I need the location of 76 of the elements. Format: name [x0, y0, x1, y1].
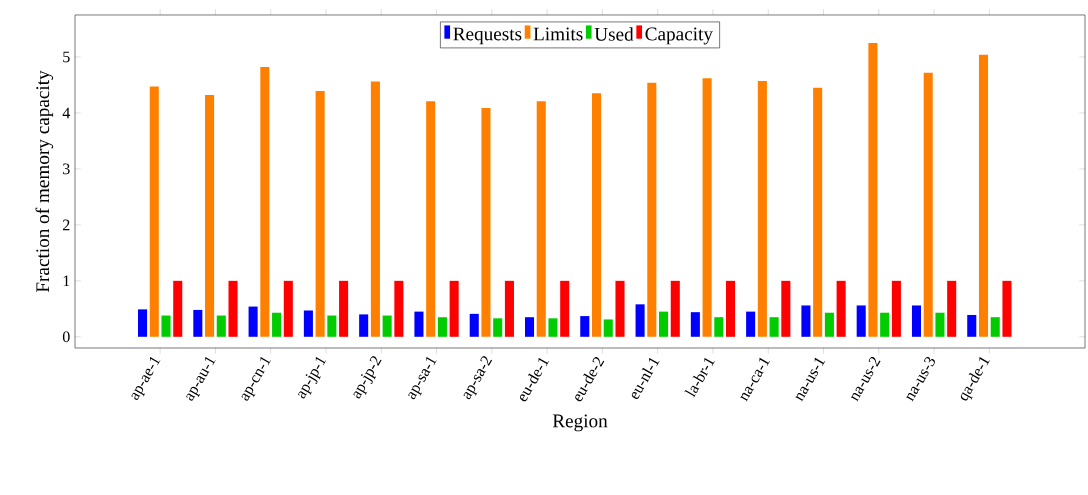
bar	[437, 317, 447, 337]
bar	[726, 280, 736, 337]
bar	[260, 67, 270, 337]
bar	[836, 280, 846, 337]
bar	[690, 312, 700, 337]
legend-label: Limits	[533, 27, 583, 41]
bar	[173, 280, 183, 337]
bar	[757, 81, 767, 337]
y-tick-label: 5	[63, 51, 70, 63]
bar	[891, 280, 901, 337]
bar	[315, 91, 325, 337]
bar	[813, 87, 823, 337]
bar	[635, 304, 645, 337]
bar	[670, 280, 680, 337]
bar	[659, 311, 669, 337]
bar	[161, 315, 171, 337]
bar	[394, 280, 404, 337]
bar	[327, 315, 337, 337]
bar	[603, 319, 613, 337]
bar	[272, 312, 282, 337]
legend-label: Capacity	[645, 27, 713, 45]
bar	[947, 280, 957, 337]
bar	[769, 317, 779, 337]
bar	[382, 315, 392, 337]
bar	[536, 101, 546, 337]
bar	[149, 86, 159, 337]
bar	[449, 280, 459, 337]
bar	[935, 312, 945, 337]
bar	[714, 317, 724, 337]
bar	[216, 315, 226, 337]
bar	[746, 311, 756, 337]
bar	[868, 42, 878, 337]
y-tick-label: 3	[63, 163, 70, 175]
bar	[990, 317, 1000, 337]
bar	[923, 72, 933, 337]
y-tick-label: 4	[62, 107, 71, 119]
bar	[978, 54, 989, 337]
bar	[615, 280, 625, 337]
legend-label: Used	[594, 27, 634, 41]
bar	[967, 314, 977, 337]
bar	[580, 316, 590, 337]
bar	[138, 309, 148, 337]
bar	[469, 313, 479, 337]
bar	[426, 101, 436, 337]
legend-label: Requests	[453, 27, 522, 45]
bar	[205, 95, 215, 337]
bar	[548, 318, 558, 337]
y-tick-label: 1	[63, 275, 70, 287]
x-axis-title: Region	[552, 414, 608, 432]
y-axis-title: Fraction of memory capacity	[35, 70, 54, 293]
bar	[504, 280, 514, 337]
bar	[493, 318, 503, 337]
bar	[801, 305, 811, 337]
bar	[339, 280, 349, 337]
bar	[781, 280, 791, 337]
bar	[303, 310, 313, 337]
bar	[228, 280, 238, 337]
y-tick-label: 0	[62, 331, 70, 343]
bar	[414, 311, 424, 337]
bar	[359, 314, 369, 337]
bar	[824, 312, 834, 337]
bar	[592, 93, 602, 337]
bar	[248, 306, 258, 337]
bar	[370, 81, 380, 337]
bar	[856, 305, 866, 337]
bar	[481, 107, 491, 337]
bar	[880, 312, 890, 337]
bar	[283, 280, 293, 337]
bar	[702, 78, 712, 337]
y-tick-label: 2	[63, 219, 70, 231]
bar	[647, 82, 657, 337]
bar	[193, 309, 203, 337]
bar	[911, 305, 922, 337]
bar	[524, 317, 535, 337]
bar	[1002, 280, 1012, 337]
bar	[560, 280, 570, 337]
